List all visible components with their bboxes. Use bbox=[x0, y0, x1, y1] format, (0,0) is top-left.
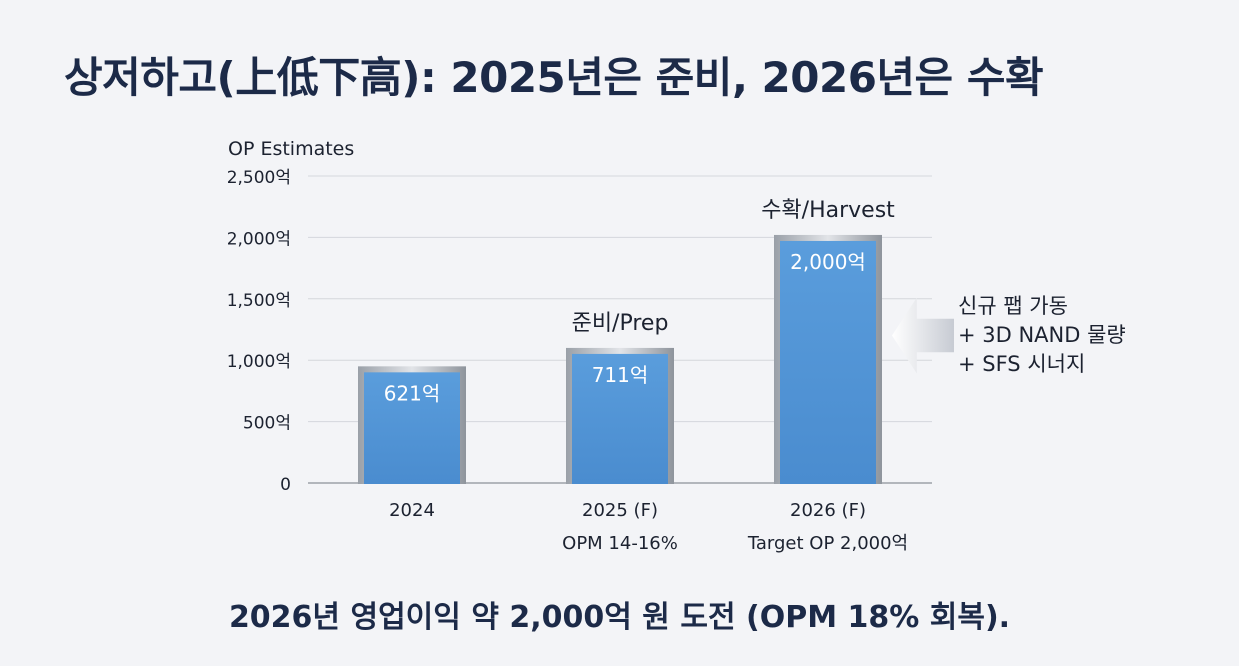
x-tick-label: 2025 (F) bbox=[582, 500, 658, 521]
bar-0 bbox=[364, 372, 460, 484]
left-arrow-icon bbox=[892, 297, 954, 374]
x-tick-sublabel: Target OP 2,000억 bbox=[747, 533, 908, 554]
y-axis-title: OP Estimates bbox=[228, 138, 354, 160]
page-title: 상저하고(上低下高): 2025년은 준비, 2026년은 수확 bbox=[64, 53, 1044, 102]
capacity-callout: 신규 팹 가동 + 3D NAND 물량 + SFS 시너지 bbox=[892, 292, 1126, 379]
bar-value-label: 711억 bbox=[592, 363, 649, 387]
bar-value-label: 621억 bbox=[384, 381, 441, 405]
y-tick-label: 500억 bbox=[243, 414, 291, 434]
bar-1 bbox=[572, 353, 668, 484]
y-tick-label: 0 bbox=[280, 475, 291, 495]
callout-line-sfs: + SFS 시너지 bbox=[958, 352, 1086, 376]
bar-2 bbox=[780, 240, 876, 484]
footer-note: 2026년 영업이익 약 2,000억 원 도전 (OPM 18% 회복). bbox=[228, 600, 1011, 635]
y-tick-label: 2,500억 bbox=[227, 168, 291, 188]
x-tick-sublabel: OPM 14-16% bbox=[562, 533, 678, 554]
callout-line-new-fab: 신규 팹 가동 bbox=[958, 294, 1068, 318]
x-tick-label: 2024 bbox=[389, 500, 435, 521]
callout-line-3d-nand: + 3D NAND 물량 bbox=[958, 323, 1126, 347]
bar-header-label: 준비/Prep bbox=[572, 311, 669, 336]
y-tick-label: 2,000억 bbox=[227, 229, 291, 249]
y-tick-label: 1,000억 bbox=[227, 352, 291, 372]
bar-value-label: 2,000억 bbox=[790, 250, 866, 274]
callout-text: 신규 팹 가동 + 3D NAND 물량 + SFS 시너지 bbox=[958, 292, 1126, 379]
y-tick-label: 1,500억 bbox=[227, 291, 291, 311]
x-tick-label: 2026 (F) bbox=[790, 500, 866, 521]
bar-header-label: 수확/Harvest bbox=[761, 198, 895, 223]
